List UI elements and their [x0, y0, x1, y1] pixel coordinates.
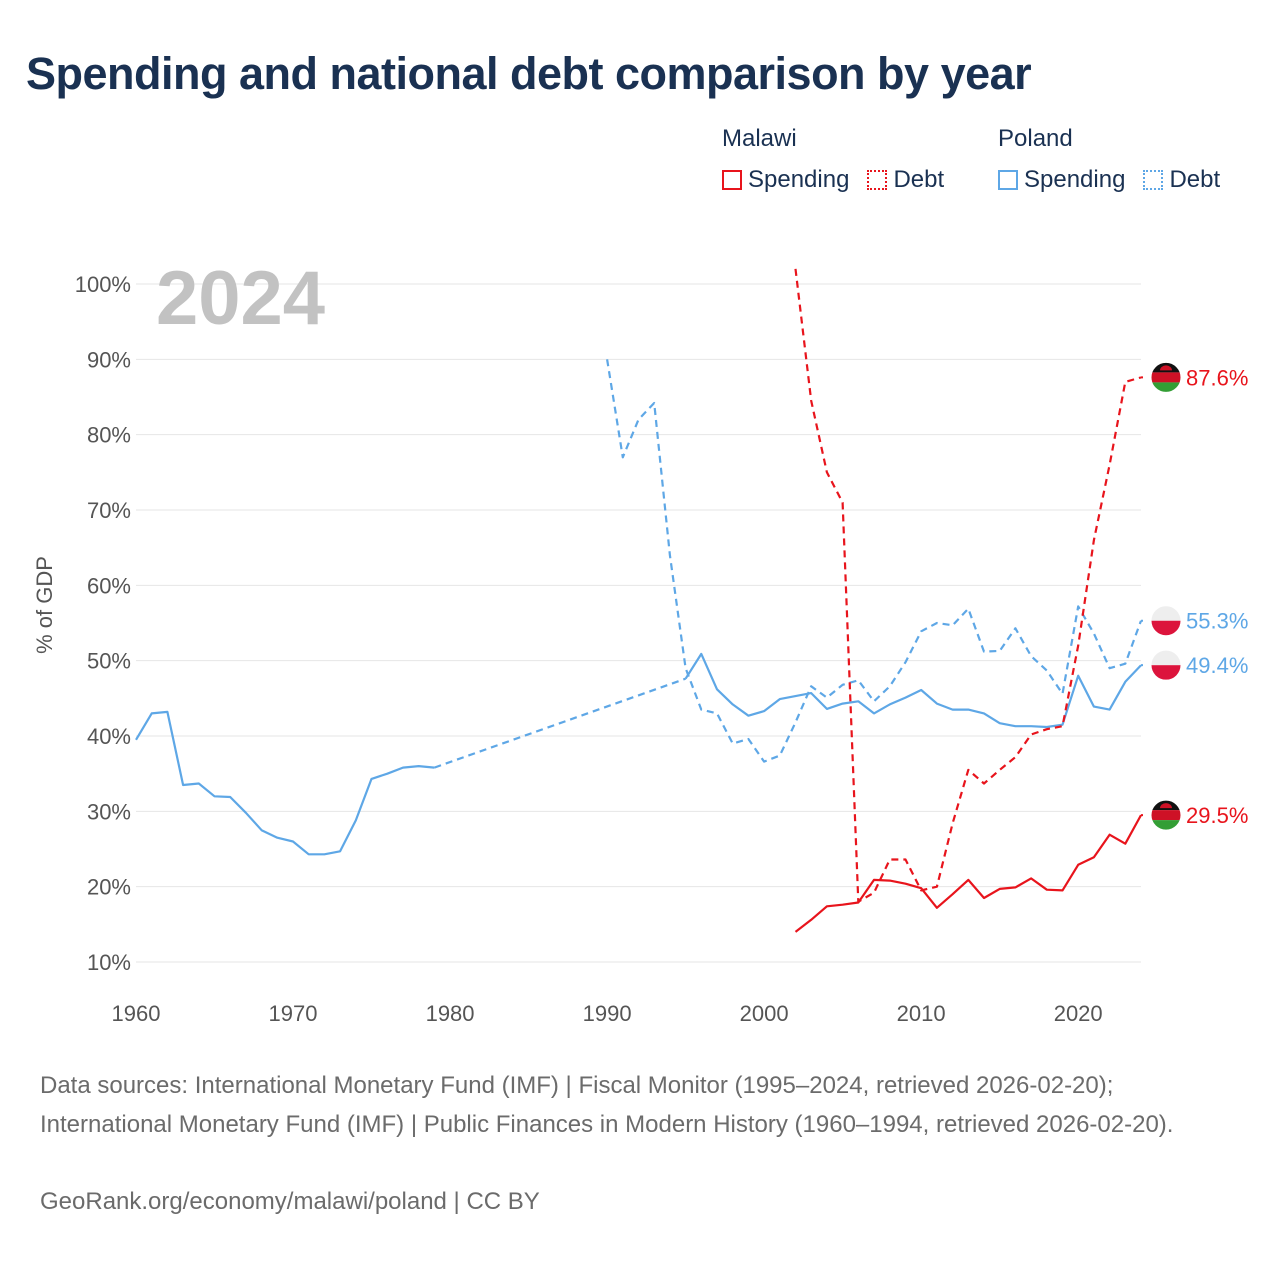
legend-label: Debt	[893, 166, 945, 193]
flag-stripe-red	[1151, 810, 1181, 821]
x-tick-label: 1990	[583, 1001, 632, 1026]
y-axis-label: % of GDP	[32, 556, 57, 654]
dotted-line-swatch-icon	[1143, 170, 1164, 190]
solid-line-swatch-icon	[998, 170, 1018, 190]
poland-debt-line	[606, 359, 1143, 763]
flag-stripe-red	[1151, 372, 1181, 383]
y-tick-label: 10%	[87, 950, 131, 975]
flag-border	[1150, 361, 1182, 393]
poland-spending-end-label: 49.4%	[1186, 653, 1248, 678]
end-markers: 49.4% 55.3% 29.5% 87.6%	[1150, 361, 1248, 831]
y-tick-label: 40%	[87, 724, 131, 749]
line-chart: 2024 10% 20% 30% 40% 50% 60% 70% 80% 90% 100% 196…	[32, 256, 1248, 1026]
flag-sun-icon	[1160, 803, 1172, 809]
legend-country-malawi: Malawi	[722, 125, 797, 152]
flag-border	[1150, 799, 1182, 831]
poland-spending-line	[135, 710, 435, 856]
legend-label: Spending	[748, 166, 850, 193]
x-axis: 1960 1970 1980 1990 2000 2010 2020	[112, 1001, 1103, 1026]
y-axis: 10% 20% 30% 40% 50% 60% 70% 80% 90% 100%	[75, 272, 131, 975]
flag-border	[1150, 649, 1182, 681]
poland-flag-icon	[1150, 605, 1182, 637]
x-tick-label: 2020	[1054, 1001, 1103, 1026]
flag-stripe-red	[1151, 665, 1181, 681]
flag-stripe-red	[1151, 620, 1181, 636]
flag-stripe-white	[1151, 605, 1181, 621]
legend-group-poland: Poland Spending Debt	[998, 124, 1238, 194]
flag-stripe-green	[1151, 820, 1181, 831]
poland-debt-end-label: 55.3%	[1186, 609, 1248, 634]
y-tick-label: 70%	[87, 498, 131, 523]
poland-spending-gap-line	[434, 677, 686, 769]
y-tick-label: 50%	[87, 649, 131, 674]
poland-spending-line	[684, 652, 1142, 729]
x-tick-label: 2010	[897, 1001, 946, 1026]
legend-group-malawi: Malawi Spending Debt	[722, 124, 962, 194]
y-tick-label: 30%	[87, 799, 131, 824]
y-tick-label: 100%	[75, 272, 131, 297]
flag-border	[1150, 605, 1182, 637]
grid-lines	[136, 283, 1141, 963]
x-tick-label: 1970	[269, 1001, 318, 1026]
x-tick-label: 2000	[740, 1001, 789, 1026]
flag-stripe-green	[1151, 382, 1181, 393]
legend-label: Debt	[1169, 166, 1221, 193]
y-tick-label: 60%	[87, 573, 131, 598]
malawi-spending-line	[794, 814, 1142, 933]
malawi-flag-icon	[1150, 361, 1182, 393]
x-tick-label: 1960	[112, 1001, 161, 1026]
malawi-debt-end-label: 87.6%	[1186, 365, 1248, 390]
poland-flag-icon	[1150, 649, 1182, 681]
chart-title: Spending and national debt comparison by…	[26, 48, 1032, 99]
credit-link[interactable]: GeoRank.org/economy/malawi/poland | CC B…	[40, 1188, 540, 1215]
legend-item-poland-spending[interactable]: Spending	[998, 166, 1125, 194]
legend-country-poland: Poland	[998, 125, 1073, 152]
solid-line-swatch-icon	[722, 170, 742, 190]
y-tick-label: 80%	[87, 423, 131, 448]
legend-item-poland-debt[interactable]: Debt	[1143, 166, 1220, 194]
legend-item-malawi-spending[interactable]: Spending	[722, 166, 849, 194]
malawi-debt-line	[794, 268, 1142, 903]
series-lines	[135, 268, 1143, 933]
flag-stripe-white	[1151, 650, 1181, 666]
y-tick-label: 90%	[87, 347, 131, 372]
dotted-line-swatch-icon	[867, 170, 888, 190]
x-tick-label: 1980	[426, 1001, 475, 1026]
malawi-spending-end-label: 29.5%	[1186, 803, 1248, 828]
year-watermark: 2024	[156, 256, 325, 341]
y-tick-label: 20%	[87, 875, 131, 900]
legend-item-malawi-debt[interactable]: Debt	[867, 166, 944, 194]
malawi-flag-icon	[1150, 799, 1182, 831]
legend-label: Spending	[1024, 166, 1126, 193]
flag-sun-icon	[1160, 365, 1172, 371]
data-sources: Data sources: International Monetary Fun…	[40, 1072, 1174, 1138]
